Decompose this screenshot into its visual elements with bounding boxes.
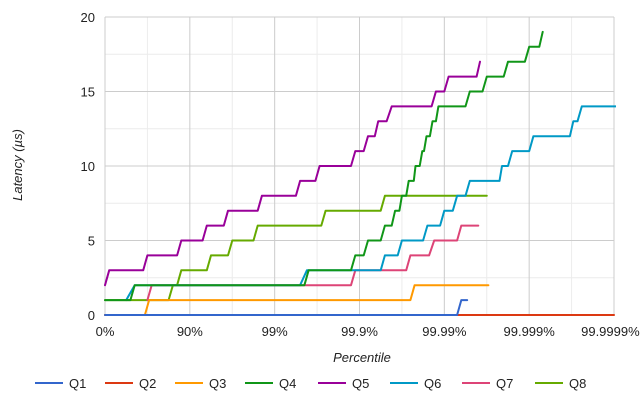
y-tick-label: 20 [81,10,95,25]
series-line-q4 [104,30,544,302]
legend-label-q7: Q7 [496,376,513,391]
x-tick-label: 99.99% [422,324,467,339]
legend-label-q2: Q2 [139,376,156,391]
x-tick-label: 90% [177,324,203,339]
legend-label-q3: Q3 [209,376,226,391]
y-tick-label: 15 [81,85,95,100]
x-tick-label: 99.999% [504,324,556,339]
y-tick-label: 0 [88,308,95,323]
x-tick-label: 0% [96,324,115,339]
series-line-q3 [104,284,490,316]
series-line-q5 [104,60,481,287]
x-tick-label: 99.9999% [581,324,640,339]
x-tick-label: 99.9% [341,324,378,339]
y-tick-label: 5 [88,234,95,249]
series-lines [104,30,616,316]
legend-label-q5: Q5 [352,376,369,391]
series-line-q6 [125,105,616,302]
y-tick-label: 10 [81,159,95,174]
y-axis-title: Latency (µs) [10,129,25,201]
x-axis-title: Percentile [333,350,391,365]
legend: Q1 Q2 Q3 Q4 Q5 Q6 Q7 Q8 [35,376,586,391]
legend-label-q6: Q6 [424,376,441,391]
legend-label-q4: Q4 [279,376,296,391]
legend-label-q8: Q8 [569,376,586,391]
tick-labels: 0 5 10 15 20 0% 90% 99% 99.9% 99.99% 99.999% 99.999… [81,10,641,339]
series-line-q7 [146,224,480,302]
x-tick-label: 99% [262,324,288,339]
legend-label-q1: Q1 [69,376,86,391]
series-line-q1 [104,299,469,316]
